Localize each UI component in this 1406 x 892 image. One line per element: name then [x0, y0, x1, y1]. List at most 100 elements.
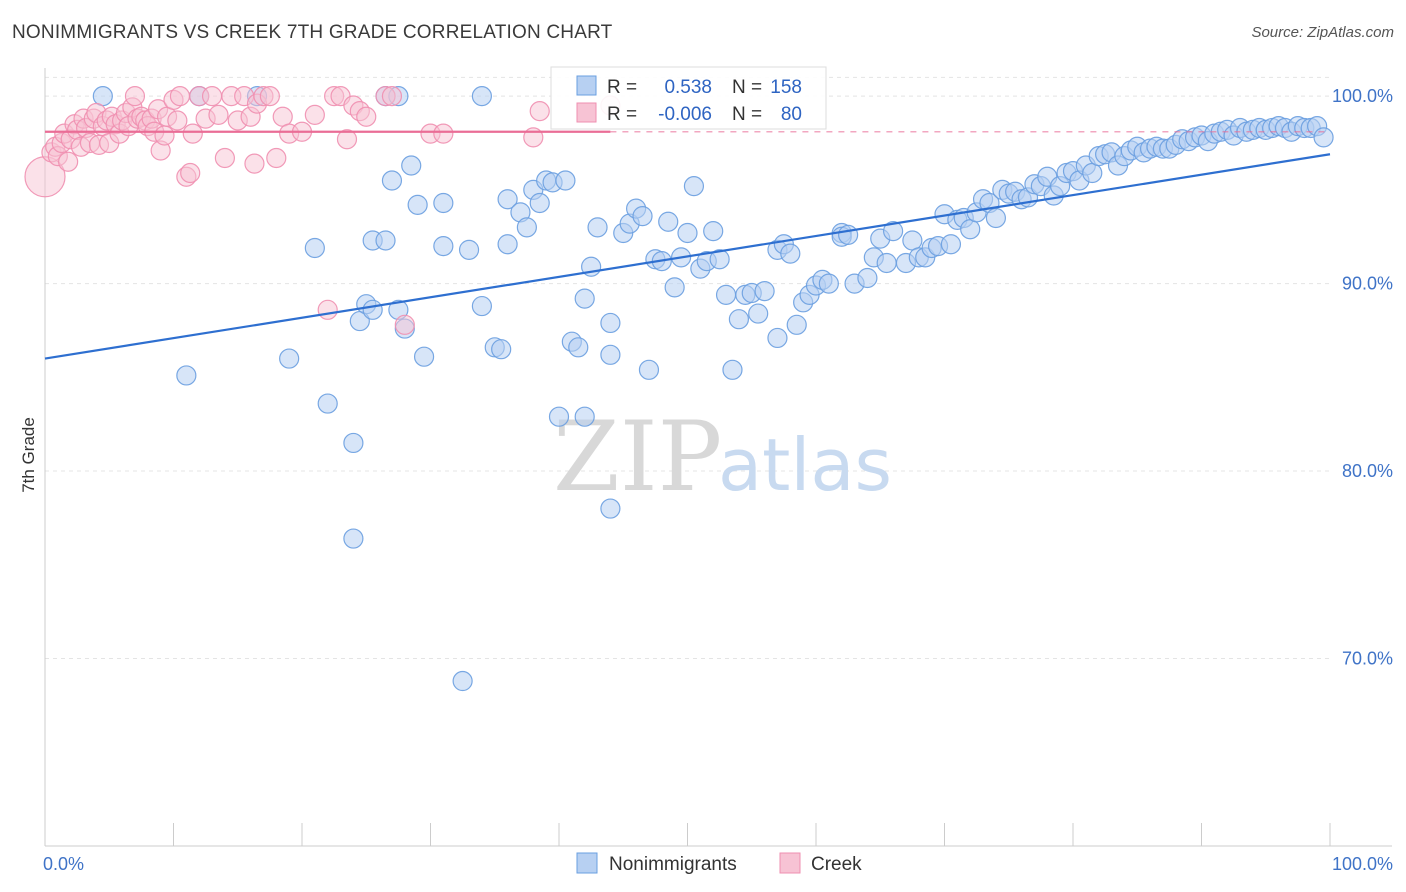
- stats-r-label-1: R =: [607, 77, 637, 98]
- nonimmigrants-point: [1313, 127, 1334, 148]
- legend-label-creek: Creek: [811, 854, 862, 875]
- stats-swatch-nonimmigrants: [576, 75, 597, 96]
- nonimmigrants-point: [728, 309, 750, 330]
- nonimmigrants-point: [452, 670, 473, 692]
- y-tick-labels: 100.0% 90.0% 80.0% 70.0%: [1332, 86, 1393, 668]
- x-tick-label: 100.0%: [1332, 854, 1393, 874]
- legend: Nonimmigrants Creek: [576, 852, 862, 875]
- creek-point: [244, 153, 265, 174]
- nonimmigrants-point: [857, 267, 878, 289]
- creek-point: [381, 86, 403, 107]
- nonimmigrants-point: [176, 365, 197, 386]
- creek-point: [266, 147, 287, 169]
- nonimmigrants-point: [458, 239, 480, 260]
- nonimmigrants-point: [902, 230, 923, 251]
- watermark: ZIP atlas: [553, 401, 892, 513]
- creek-point: [208, 104, 229, 125]
- y-tick-label: 80.0%: [1342, 461, 1393, 481]
- stats-n-label-1: N =: [732, 77, 762, 98]
- stats-r-value-2: -0.006: [658, 104, 712, 125]
- creek-point: [272, 106, 293, 127]
- nonimmigrants-point: [876, 252, 897, 274]
- watermark-atlas: atlas: [718, 423, 892, 507]
- nonimmigrants-point: [317, 393, 338, 414]
- x-tick-labels: 0.0% 100.0%: [43, 854, 1393, 874]
- creek-point: [433, 123, 454, 144]
- nonimmigrants-point: [555, 170, 576, 191]
- nonimmigrants-point: [748, 303, 769, 324]
- nonimmigrants-point: [407, 194, 428, 215]
- nonimmigrants-point: [838, 224, 859, 245]
- stats-box: R = 0.538 N = 158 R = -0.006 N = 80: [550, 66, 827, 130]
- stats-n-label-2: N =: [732, 104, 762, 125]
- stats-box-frame: [550, 66, 827, 130]
- creek-point: [529, 101, 550, 122]
- nonimmigrants-point: [632, 206, 653, 227]
- x-tick-label: 0.0%: [43, 854, 84, 874]
- nonimmigrants-point: [92, 86, 113, 107]
- nonimmigrants-point: [574, 288, 595, 309]
- creek-point: [58, 151, 79, 172]
- stats-swatch-creek: [576, 102, 597, 123]
- axes: [44, 68, 1392, 847]
- chart-source: Source: ZipAtlas.com: [1251, 24, 1394, 41]
- stats-n-value-1: 158: [770, 77, 802, 98]
- nonimmigrants-point: [304, 237, 325, 259]
- nonimmigrants-point: [638, 359, 660, 380]
- stats-r-value-1: 0.538: [664, 77, 712, 98]
- nonimmigrants-point: [767, 327, 788, 349]
- nonimmigrants-point: [600, 498, 621, 519]
- legend-label-nonimmigrants: Nonimmigrants: [609, 854, 737, 875]
- nonimmigrants-point: [677, 222, 698, 244]
- nonimmigrants-trend-line: [44, 153, 1331, 360]
- nonimmigrants-point: [471, 86, 492, 107]
- creek-point: [304, 104, 325, 125]
- nonimmigrants-point: [754, 280, 775, 302]
- nonimmigrants-point: [491, 339, 512, 360]
- nonimmigrants-point: [715, 284, 737, 305]
- stats-r-label-2: R =: [607, 104, 637, 125]
- creek-point: [154, 125, 175, 146]
- nonimmigrants-point: [413, 346, 435, 367]
- nonimmigrants-point: [401, 155, 422, 176]
- creek-point: [124, 86, 146, 107]
- nonimmigrants-point: [722, 359, 743, 380]
- nonimmigrants-point: [587, 217, 608, 238]
- chart-title: NONIMMIGRANTS VS CREEK 7TH GRADE CORRELA…: [12, 22, 613, 43]
- nonimmigrants-point: [375, 230, 396, 251]
- nonimmigrants-point: [818, 273, 839, 294]
- creek-point: [201, 86, 223, 107]
- gridlines: [45, 76, 1330, 660]
- legend-swatch-creek: [779, 852, 801, 874]
- nonimmigrants-point: [882, 220, 904, 242]
- nonimmigrants-point: [343, 528, 364, 549]
- creek-point: [317, 299, 338, 320]
- nonimmigrants-point: [279, 348, 300, 369]
- creek-point: [259, 86, 280, 107]
- nonimmigrants-point: [664, 277, 685, 298]
- creek-point: [180, 162, 201, 184]
- y-axis-label: 7th Grade: [19, 417, 38, 493]
- creek-point: [356, 106, 377, 127]
- nonimmigrants-point: [960, 219, 981, 240]
- nonimmigrants-point: [343, 432, 364, 454]
- creek-point: [214, 147, 235, 169]
- nonimmigrants-point: [548, 406, 570, 427]
- nonimmigrants-point: [683, 176, 705, 197]
- nonimmigrants-point: [985, 207, 1007, 229]
- nonimmigrants-point: [780, 243, 801, 264]
- nonimmigrants-point: [703, 220, 724, 242]
- nonimmigrants-point: [709, 249, 730, 270]
- nonimmigrants-point: [497, 189, 518, 210]
- nonimmigrants-point: [574, 406, 595, 427]
- nonimmigrants-point: [381, 170, 403, 191]
- y-tick-label: 90.0%: [1342, 274, 1393, 294]
- data-points: [24, 86, 1334, 692]
- nonimmigrants-point: [786, 314, 807, 335]
- creek-point: [394, 314, 415, 335]
- nonimmigrants-point: [471, 295, 492, 317]
- nonimmigrants-point: [516, 217, 537, 238]
- legend-swatch-nonimmigrants: [576, 852, 598, 874]
- nonimmigrants-point: [497, 234, 518, 255]
- y-tick-label: 70.0%: [1342, 649, 1393, 669]
